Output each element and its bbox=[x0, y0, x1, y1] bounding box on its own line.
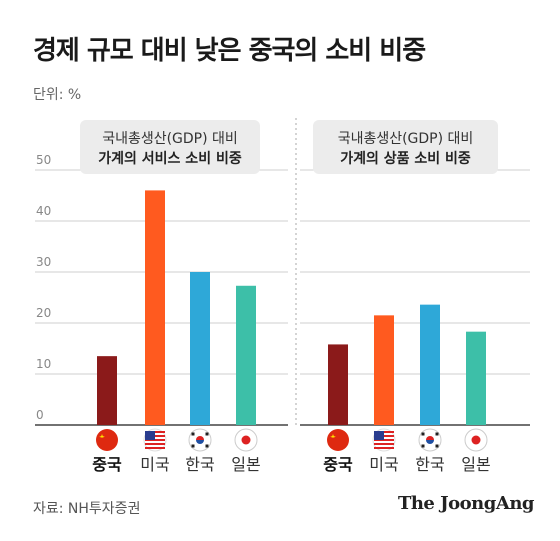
y-tick-label: 10 bbox=[36, 357, 51, 371]
category-label: 일본 bbox=[231, 455, 260, 474]
korea-flag-trigram bbox=[191, 432, 195, 436]
bar bbox=[145, 190, 165, 425]
category-label: 중국 bbox=[323, 455, 353, 474]
japan-flag-disc bbox=[241, 435, 251, 445]
category-label: 미국 bbox=[140, 455, 169, 474]
panel-title-line2: 가계의 상품 소비 비중 bbox=[340, 150, 471, 167]
korea-flag-taeguk-blue bbox=[426, 440, 434, 444]
bar bbox=[374, 315, 394, 425]
unit-label: 단위: % bbox=[33, 87, 82, 103]
china-flag-icon bbox=[327, 429, 349, 451]
y-tick-label: 50 bbox=[36, 153, 51, 167]
panel-title-line1: 국내총생산(GDP) 대비 bbox=[102, 131, 238, 147]
usa-flag-stripe bbox=[145, 443, 165, 445]
korea-flag-trigram bbox=[205, 444, 209, 448]
bar bbox=[190, 272, 210, 425]
japan-flag-disc bbox=[471, 435, 481, 445]
usa-flag-stripe bbox=[374, 447, 394, 449]
korea-flag-trigram bbox=[205, 432, 209, 436]
brand-logo: The JoongAng bbox=[397, 493, 535, 514]
bar bbox=[328, 344, 348, 425]
panel-header-box bbox=[313, 120, 498, 174]
category-label: 일본 bbox=[461, 455, 490, 474]
china-flag-icon bbox=[96, 429, 118, 451]
y-tick-label: 20 bbox=[36, 306, 51, 320]
category-label: 한국 bbox=[415, 455, 444, 474]
category-label: 미국 bbox=[369, 455, 398, 474]
usa-flag-canton bbox=[374, 431, 384, 440]
panel-title-line2: 가계의 서비스 소비 비중 bbox=[98, 150, 242, 167]
usa-flag-stripe bbox=[145, 447, 165, 449]
y-tick-label: 0 bbox=[36, 408, 44, 422]
china-flag-star bbox=[330, 434, 336, 438]
korea-flag-trigram bbox=[191, 444, 195, 448]
source-label: 자료: NH투자증권 bbox=[33, 501, 141, 517]
category-label: 한국 bbox=[185, 455, 214, 474]
usa-flag-canton bbox=[145, 431, 155, 440]
korea-flag-trigram bbox=[435, 444, 439, 448]
usa-flag-stripe bbox=[374, 443, 394, 445]
korea-flag-taeguk-red bbox=[196, 436, 204, 440]
bar bbox=[420, 304, 440, 425]
korea-flag-trigram bbox=[435, 432, 439, 436]
korea-flag-trigram bbox=[421, 432, 425, 436]
panel-header-box bbox=[80, 120, 260, 174]
korea-flag-taeguk-red bbox=[426, 436, 434, 440]
panel-title-line1: 국내총생산(GDP) 대비 bbox=[338, 131, 474, 147]
korea-flag-taeguk-blue bbox=[196, 440, 204, 444]
bar bbox=[466, 331, 486, 425]
y-tick-label: 30 bbox=[36, 255, 51, 269]
korea-flag-trigram bbox=[421, 444, 425, 448]
bar bbox=[97, 356, 117, 425]
category-label: 중국 bbox=[92, 455, 122, 474]
china-flag-star bbox=[99, 434, 105, 438]
bar bbox=[236, 285, 256, 425]
y-tick-label: 40 bbox=[36, 204, 51, 218]
chart-title: 경제 규모 대비 낮은 중국의 소비 비중 bbox=[33, 36, 426, 66]
